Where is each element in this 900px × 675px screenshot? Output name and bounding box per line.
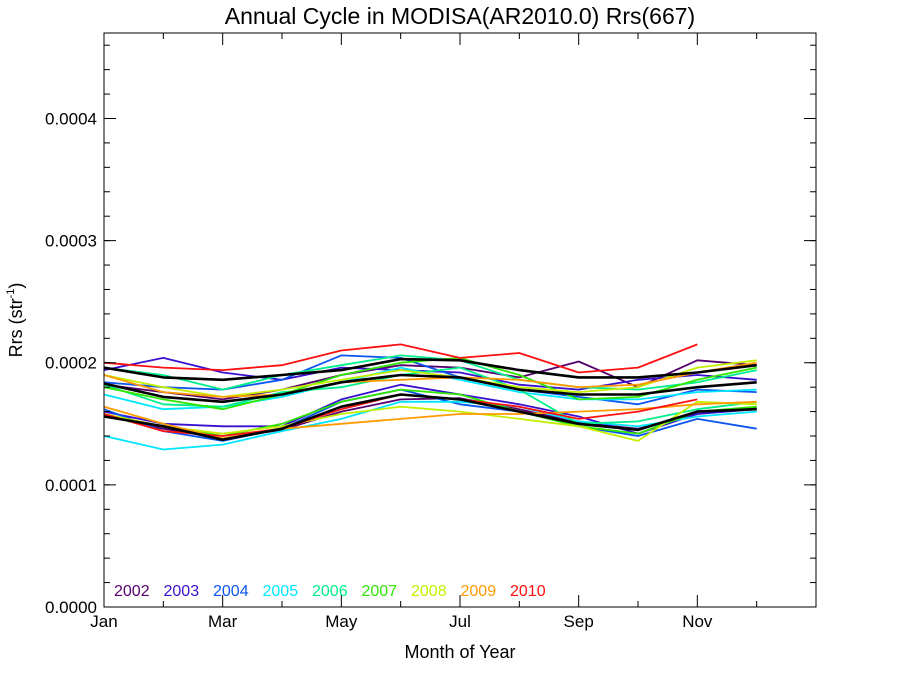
legend: 2002 2003 2004 2005 2006 2007 2008 2009 2010 xyxy=(114,583,546,600)
series-line-5 xyxy=(103,354,757,406)
x-tick-label: Sep xyxy=(564,612,594,631)
y-tick-label: 0.0001 xyxy=(45,476,97,495)
series-line-20 xyxy=(103,373,757,404)
legend-entry-2005: 2005 xyxy=(263,583,299,600)
legend-entry-2006: 2006 xyxy=(312,583,348,600)
ticks-layer xyxy=(103,33,816,608)
x-tick-label: Jan xyxy=(90,612,117,631)
series-line-9 xyxy=(103,354,757,391)
series-line-10 xyxy=(103,366,757,425)
series-layer xyxy=(103,343,757,451)
legend-entry-2002: 2002 xyxy=(114,583,150,600)
legend-entry-2004: 2004 xyxy=(213,583,249,600)
legend-entry-2003: 2003 xyxy=(164,583,200,600)
y-tick-labels: 0.0000 0.0001 0.0002 0.0003 0.0004 xyxy=(45,109,97,617)
series-line-14 xyxy=(103,400,757,442)
series-line-17 xyxy=(103,343,698,374)
x-tick-labels: Jan Mar May Jul Sep Nov xyxy=(90,612,713,631)
y-tick-label: 0.0004 xyxy=(45,109,97,128)
plot-frame xyxy=(103,32,817,608)
series-line-16 xyxy=(103,361,757,398)
y-tick-label: 0.0003 xyxy=(45,232,97,251)
x-tick-label: Nov xyxy=(682,612,713,631)
series-line-8 xyxy=(103,400,757,451)
y-tick-label: 0.0002 xyxy=(45,354,97,373)
x-tick-label: May xyxy=(325,612,358,631)
x-axis-label: Month of Year xyxy=(404,642,515,662)
y-axis-label: Rrs (str-1) xyxy=(5,283,26,358)
x-tick-label: Jul xyxy=(449,612,471,631)
series-line-21 xyxy=(103,393,757,441)
legend-entry-2007: 2007 xyxy=(362,583,398,600)
y-axis-label-end: ) xyxy=(6,283,26,289)
y-tick-label: 0.0000 xyxy=(45,598,97,617)
legend-entry-2008: 2008 xyxy=(411,583,447,600)
legend-entry-2010: 2010 xyxy=(510,583,546,600)
y-axis-label-superscript: -1 xyxy=(5,289,17,299)
x-tick-label: Mar xyxy=(208,612,238,631)
series-line-19 xyxy=(103,357,757,382)
y-axis-label-main: Rrs (str xyxy=(6,298,26,357)
chart-title: Annual Cycle in MODISA(AR2010.0) Rrs(667… xyxy=(225,3,695,29)
legend-entry-2009: 2009 xyxy=(461,583,497,600)
